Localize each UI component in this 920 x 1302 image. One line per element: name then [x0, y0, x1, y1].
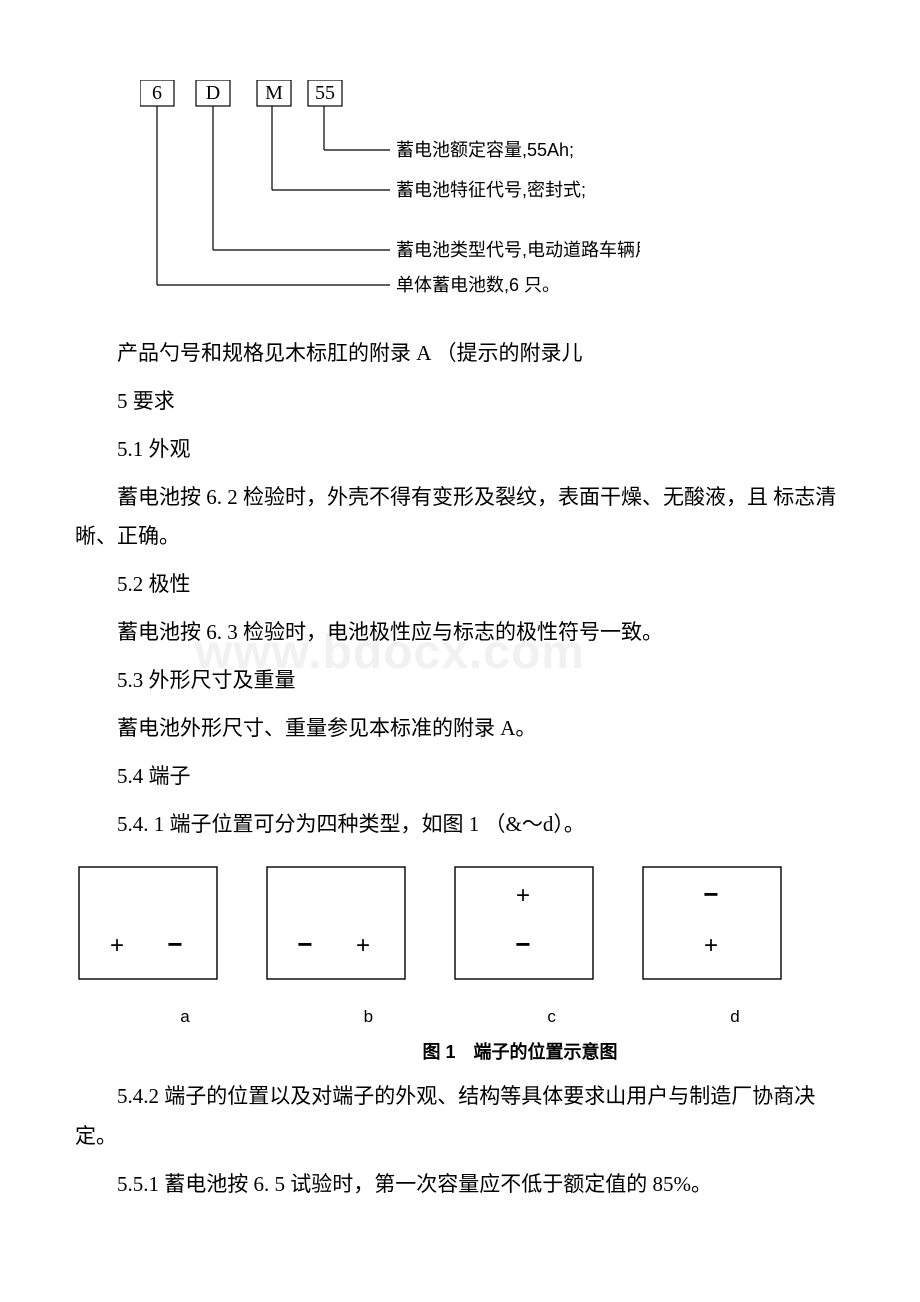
svg-text:M: M [265, 82, 283, 104]
svg-text:+: + [516, 882, 530, 909]
svg-text:蓄电池特征代号,密封式;: 蓄电池特征代号,密封式; [396, 180, 586, 200]
heading-5-1: 5.1 外观 [75, 430, 845, 470]
terminal-label-b: b [298, 1001, 438, 1033]
svg-text:蓄电池额定容量,55Ah;: 蓄电池额定容量,55Ah; [396, 140, 574, 160]
svg-text:−: − [703, 879, 718, 909]
heading-5-4: 5.4 端子 [75, 757, 845, 797]
svg-text:+: + [110, 932, 124, 959]
naming-diagram: 6 D M 55 蓄电池额定容量,55Ah; 蓄电池特征代号,密封式; 蓄电池类型代号,电动… [140, 80, 845, 324]
svg-text:−: − [167, 929, 182, 959]
heading-5: 5 要求 [75, 382, 845, 422]
para-5-2-body: 蓄电池按 6. 3 检验时，电池极性应与标志的极性符号一致。 [75, 613, 845, 653]
para-5-3-body: 蓄电池外形尺寸、重量参见本标准的附录 A。 [75, 709, 845, 749]
terminal-label-c: c [482, 1001, 622, 1033]
figure-1-caption: 图 1 端子的位置示意图 [195, 1035, 845, 1069]
svg-text:+: + [704, 932, 718, 959]
terminal-label-a: a [115, 1001, 255, 1033]
svg-text:蓄电池类型代号,电动道路车辆用;: 蓄电池类型代号,电动道路车辆用; [396, 240, 640, 260]
para-5-4-2: 5.4.2 端子的位置以及对端子的外观、结构等具体要求山用户与制造厂协商决 定。 [75, 1077, 845, 1157]
heading-5-3: 5.3 外形尺寸及重量 [75, 661, 845, 701]
terminal-labels-row: a b c d [115, 1001, 805, 1033]
terminal-label-d: d [665, 1001, 805, 1033]
svg-text:−: − [297, 929, 312, 959]
svg-text:+: + [356, 932, 370, 959]
svg-text:单体蓄电池数,6 只。: 单体蓄电池数,6 只。 [396, 275, 560, 295]
terminal-diagram: + − + − + − + − a b c d 图 1 端子的位置示意图 [75, 863, 845, 1069]
heading-5-2: 5.2 极性 [75, 565, 845, 605]
para-5-1-body: 蓄电池按 6. 2 检验时，外壳不得有变形及裂纹，表面干燥、无酸液，且 标志清晰… [75, 478, 845, 558]
svg-text:55: 55 [315, 82, 335, 104]
para-5-4-1: 5.4. 1 端子位置可分为四种类型，如图 1 （&～d）。 [75, 805, 845, 845]
para-intro: 产品勺号和规格见木标肛的附录 A （提示的附录儿 [75, 334, 845, 374]
para-5-5-1: 5.5.1 蓄电池按 6. 5 试验时，第一次容量应不低于额定值的 85%。 [75, 1165, 845, 1205]
svg-text:D: D [206, 82, 220, 104]
svg-text:6: 6 [152, 82, 162, 104]
svg-text:−: − [515, 929, 530, 959]
